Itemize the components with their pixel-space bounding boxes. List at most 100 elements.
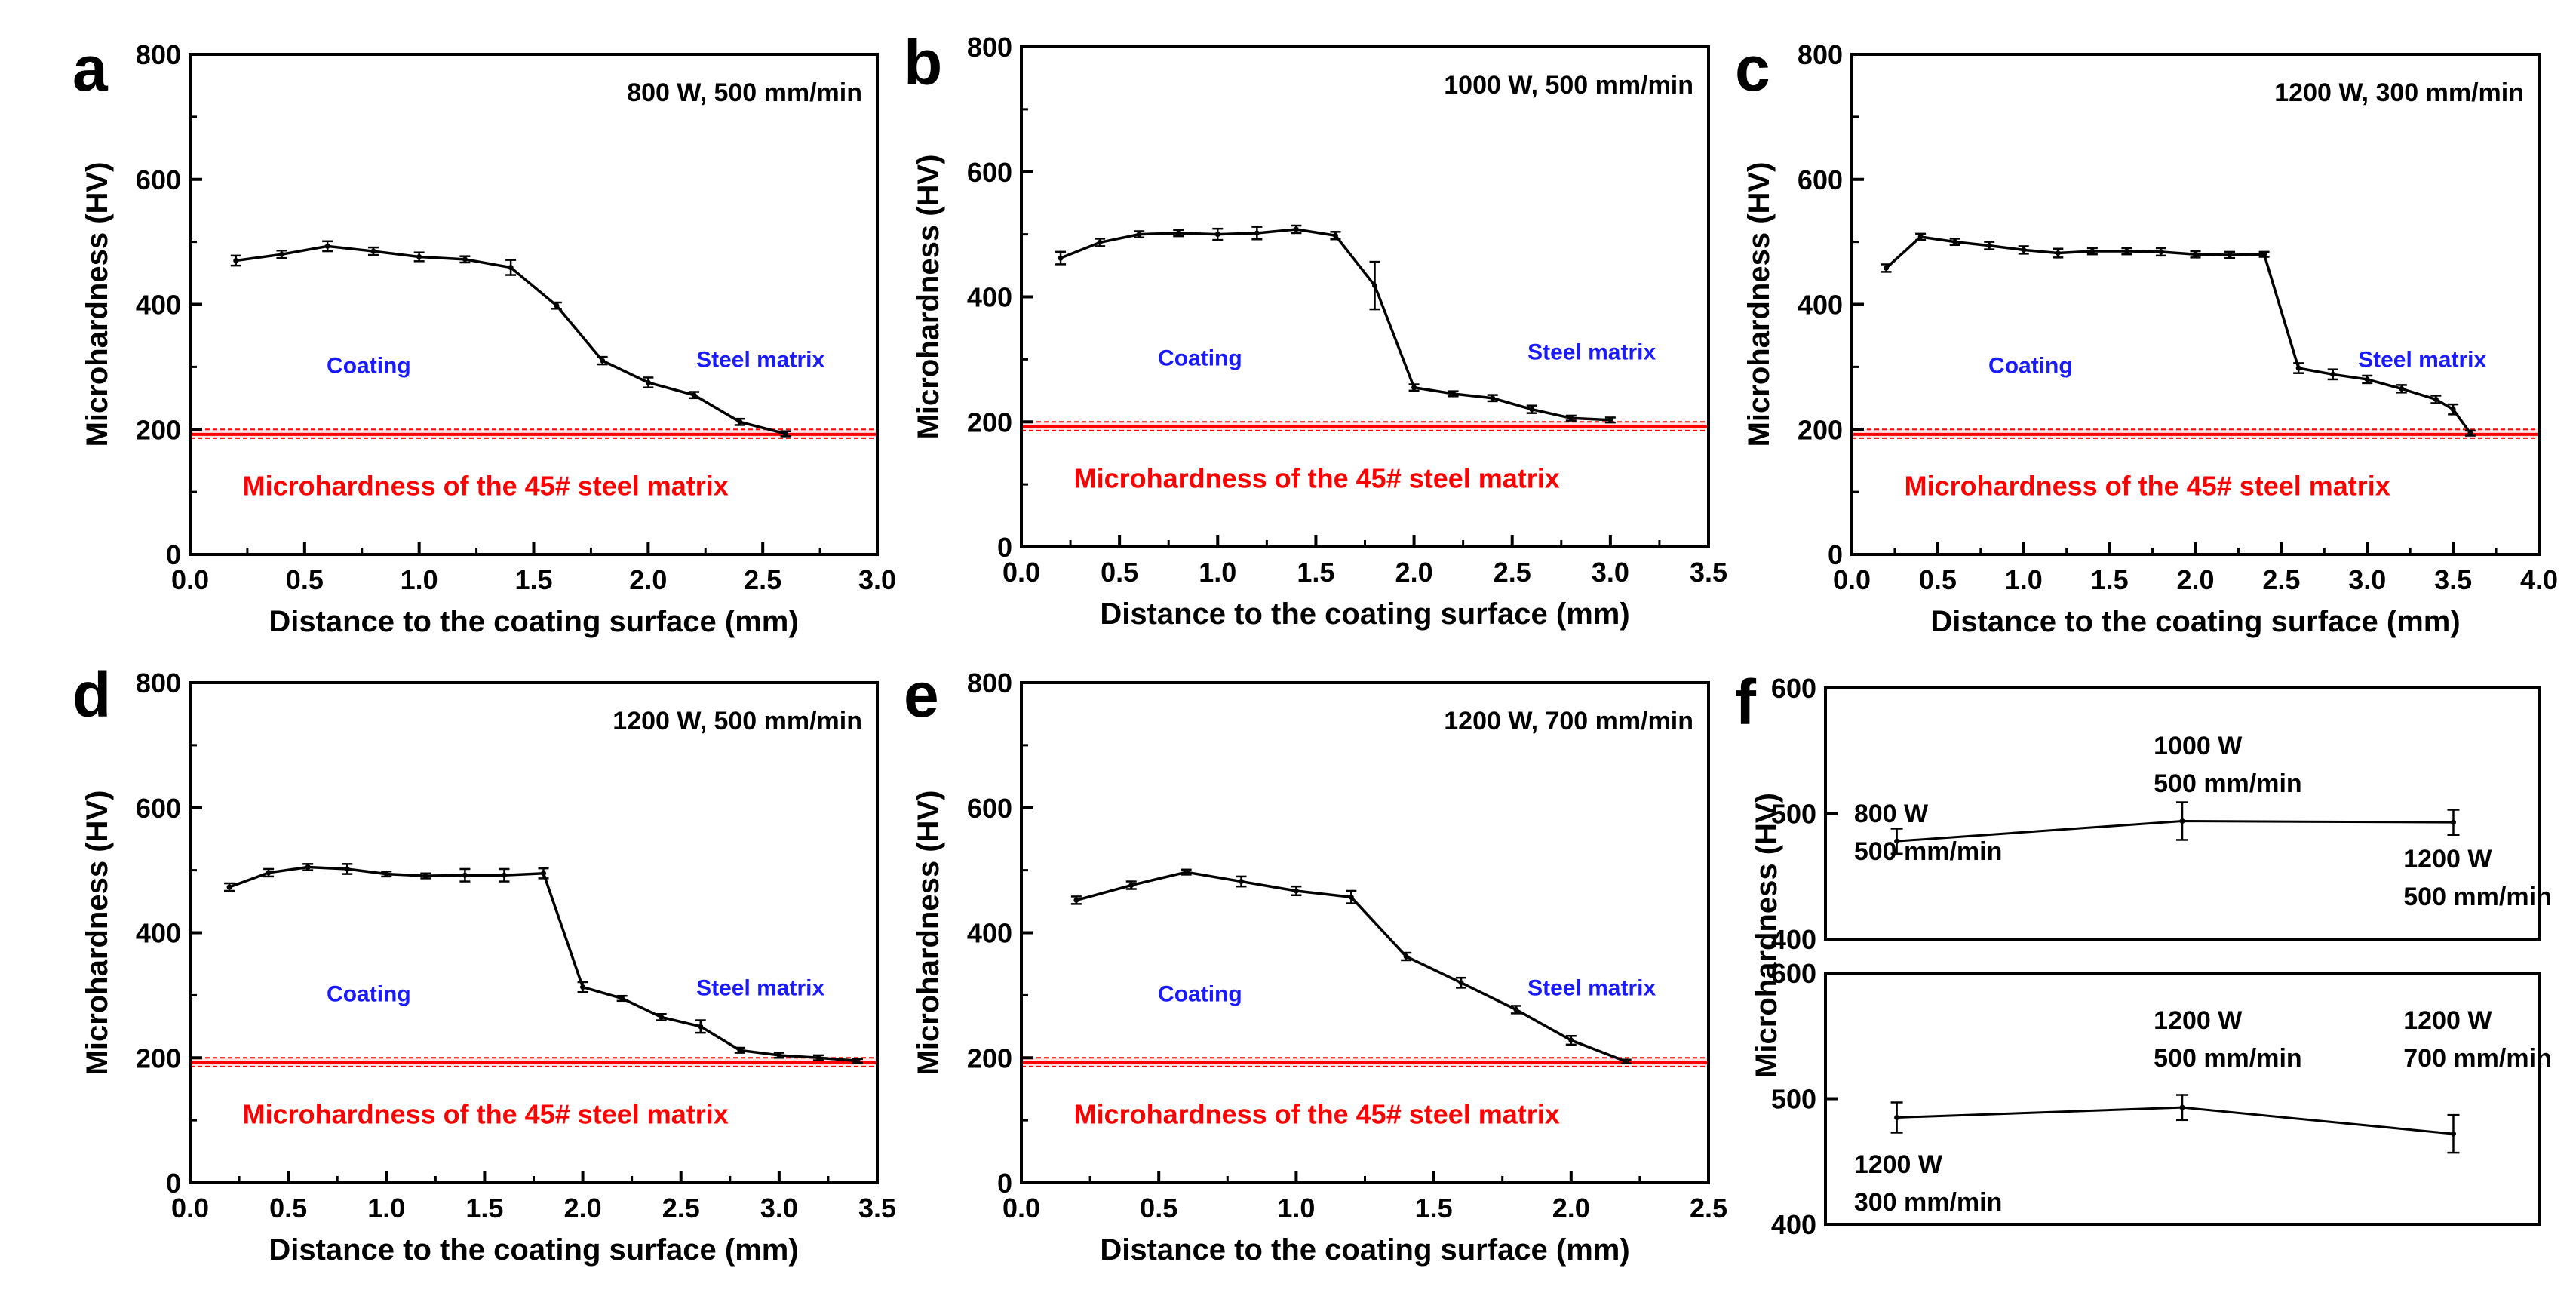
data-point	[2364, 376, 2370, 382]
data-point	[383, 871, 389, 877]
steel-matrix-label: Steel matrix	[696, 347, 824, 372]
data-point	[541, 871, 547, 877]
panel-letter: b	[904, 27, 942, 98]
data-point	[855, 1058, 861, 1064]
x-tick-label: 1.5	[465, 1193, 503, 1224]
data-point	[1372, 283, 1378, 289]
data-point	[462, 256, 468, 263]
data-point	[698, 1024, 704, 1030]
coating-label: Coating	[1988, 354, 2073, 379]
point-label-speed: 500 mm/min	[2154, 1044, 2302, 1073]
data-point	[2123, 248, 2129, 254]
point-label-power: 1000 W	[2154, 732, 2243, 760]
x-tick-label: 4.0	[2520, 564, 2558, 595]
y-tick-label: 800	[136, 39, 181, 70]
x-tick-label: 1.5	[514, 564, 552, 595]
x-tick-label: 2.5	[1690, 1193, 1727, 1224]
x-tick-label: 1.5	[2091, 564, 2129, 595]
y-tick-label: 800	[1798, 39, 1843, 70]
x-tick-label: 0.0	[1002, 1193, 1040, 1224]
data-point	[266, 870, 272, 876]
data-point	[737, 419, 743, 425]
data-line	[1896, 1106, 2454, 1135]
y-tick-label: 600	[136, 164, 181, 195]
data-point	[580, 984, 586, 990]
x-tick-label: 2.5	[744, 564, 781, 595]
point-label-power: 1200 W	[2403, 845, 2492, 874]
data-line	[1885, 235, 2472, 434]
coating-label: Coating	[1158, 346, 1242, 371]
x-tick-label: 1.5	[1415, 1193, 1453, 1224]
y-tick-label: 800	[967, 668, 1012, 699]
y-tick-label: 400	[1798, 290, 1843, 321]
x-axis-label: Distance to the coating surface (mm)	[269, 1233, 798, 1267]
panel-letter: e	[904, 659, 939, 730]
data-point	[1332, 232, 1338, 238]
panel-e: 0.0 0.5 1.0 1.5 2.0 2.5 0 200 400 600 800 Distance …	[904, 659, 1727, 1267]
data-point	[1917, 234, 1924, 240]
data-point	[2450, 1131, 2456, 1137]
y-tick-label: 600	[1771, 673, 1816, 704]
panel-f-subplot-1: 400 500 600 800 W 500 mm/min 1000 W 500 mm/min…	[1771, 673, 2552, 955]
x-tick-label: 2.0	[564, 1193, 602, 1224]
steel-matrix-label: Steel matrix	[1527, 339, 1656, 364]
y-axis-label: Microhardness (HV)	[1742, 162, 1776, 447]
data-point	[278, 251, 284, 257]
data-point	[1293, 888, 1299, 894]
x-tick-label: 2.5	[1494, 557, 1531, 588]
data-point	[600, 358, 606, 364]
y-tick-label: 0	[997, 1168, 1012, 1199]
steel-matrix-label: Steel matrix	[1527, 975, 1656, 1000]
data-point	[1568, 415, 1574, 421]
data-point	[1986, 243, 1992, 249]
data-point	[1529, 407, 1535, 413]
x-tick-label: 3.5	[1690, 557, 1727, 588]
data-point	[2055, 250, 2061, 256]
data-point	[2179, 1104, 2185, 1110]
y-tick-label: 600	[1798, 164, 1843, 195]
data-point	[2433, 396, 2439, 402]
x-tick-label: 2.0	[629, 564, 667, 595]
reference-label: Microhardness of the 45# steel matrix	[1074, 1098, 1560, 1129]
data-point	[344, 866, 350, 872]
data-point	[2158, 249, 2164, 255]
data-point	[2330, 371, 2336, 377]
data-point	[1058, 255, 1064, 261]
data-point	[1623, 1058, 1629, 1064]
x-tick-label: 1.5	[1297, 557, 1334, 588]
y-tick-label: 400	[967, 918, 1012, 949]
data-point	[1239, 879, 1245, 885]
panel-b: 0.0 0.5 1.0 1.5 2.0 2.5 3.0 3.5 0 200 400 600 800 Dis…	[904, 27, 1727, 631]
data-point	[1894, 838, 1900, 844]
panel-letter: d	[72, 659, 111, 730]
data-point	[1175, 230, 1181, 236]
y-tick-label: 500	[1771, 799, 1816, 830]
data-point	[1293, 226, 1299, 232]
data-point	[1214, 232, 1220, 238]
condition-label: 800 W, 500 mm/min	[627, 78, 862, 107]
data-point	[619, 996, 625, 1002]
reference-label: Microhardness of the 45# steel matrix	[243, 1098, 729, 1129]
panel-letter: f	[1735, 667, 1757, 738]
data-point	[1458, 980, 1464, 986]
y-tick-label: 200	[1798, 414, 1843, 445]
data-point	[501, 872, 507, 878]
data-point	[2450, 819, 2456, 825]
data-point	[2450, 407, 2456, 413]
data-line	[229, 865, 858, 1063]
data-point	[1952, 239, 1958, 245]
data-point	[2399, 385, 2405, 392]
y-tick-label: 400	[136, 918, 181, 949]
y-tick-label: 200	[136, 1042, 181, 1073]
y-tick-label: 0	[166, 539, 181, 570]
point-label-power: 1200 W	[2154, 1006, 2243, 1035]
data-point	[659, 1014, 665, 1020]
data-point	[1136, 232, 1142, 238]
data-point	[370, 248, 376, 254]
data-point	[1073, 897, 1079, 903]
data-point	[1403, 953, 1409, 960]
x-tick-label: 3.0	[2348, 564, 2386, 595]
point-label-speed: 500 mm/min	[2154, 769, 2302, 798]
data-point	[783, 431, 789, 437]
